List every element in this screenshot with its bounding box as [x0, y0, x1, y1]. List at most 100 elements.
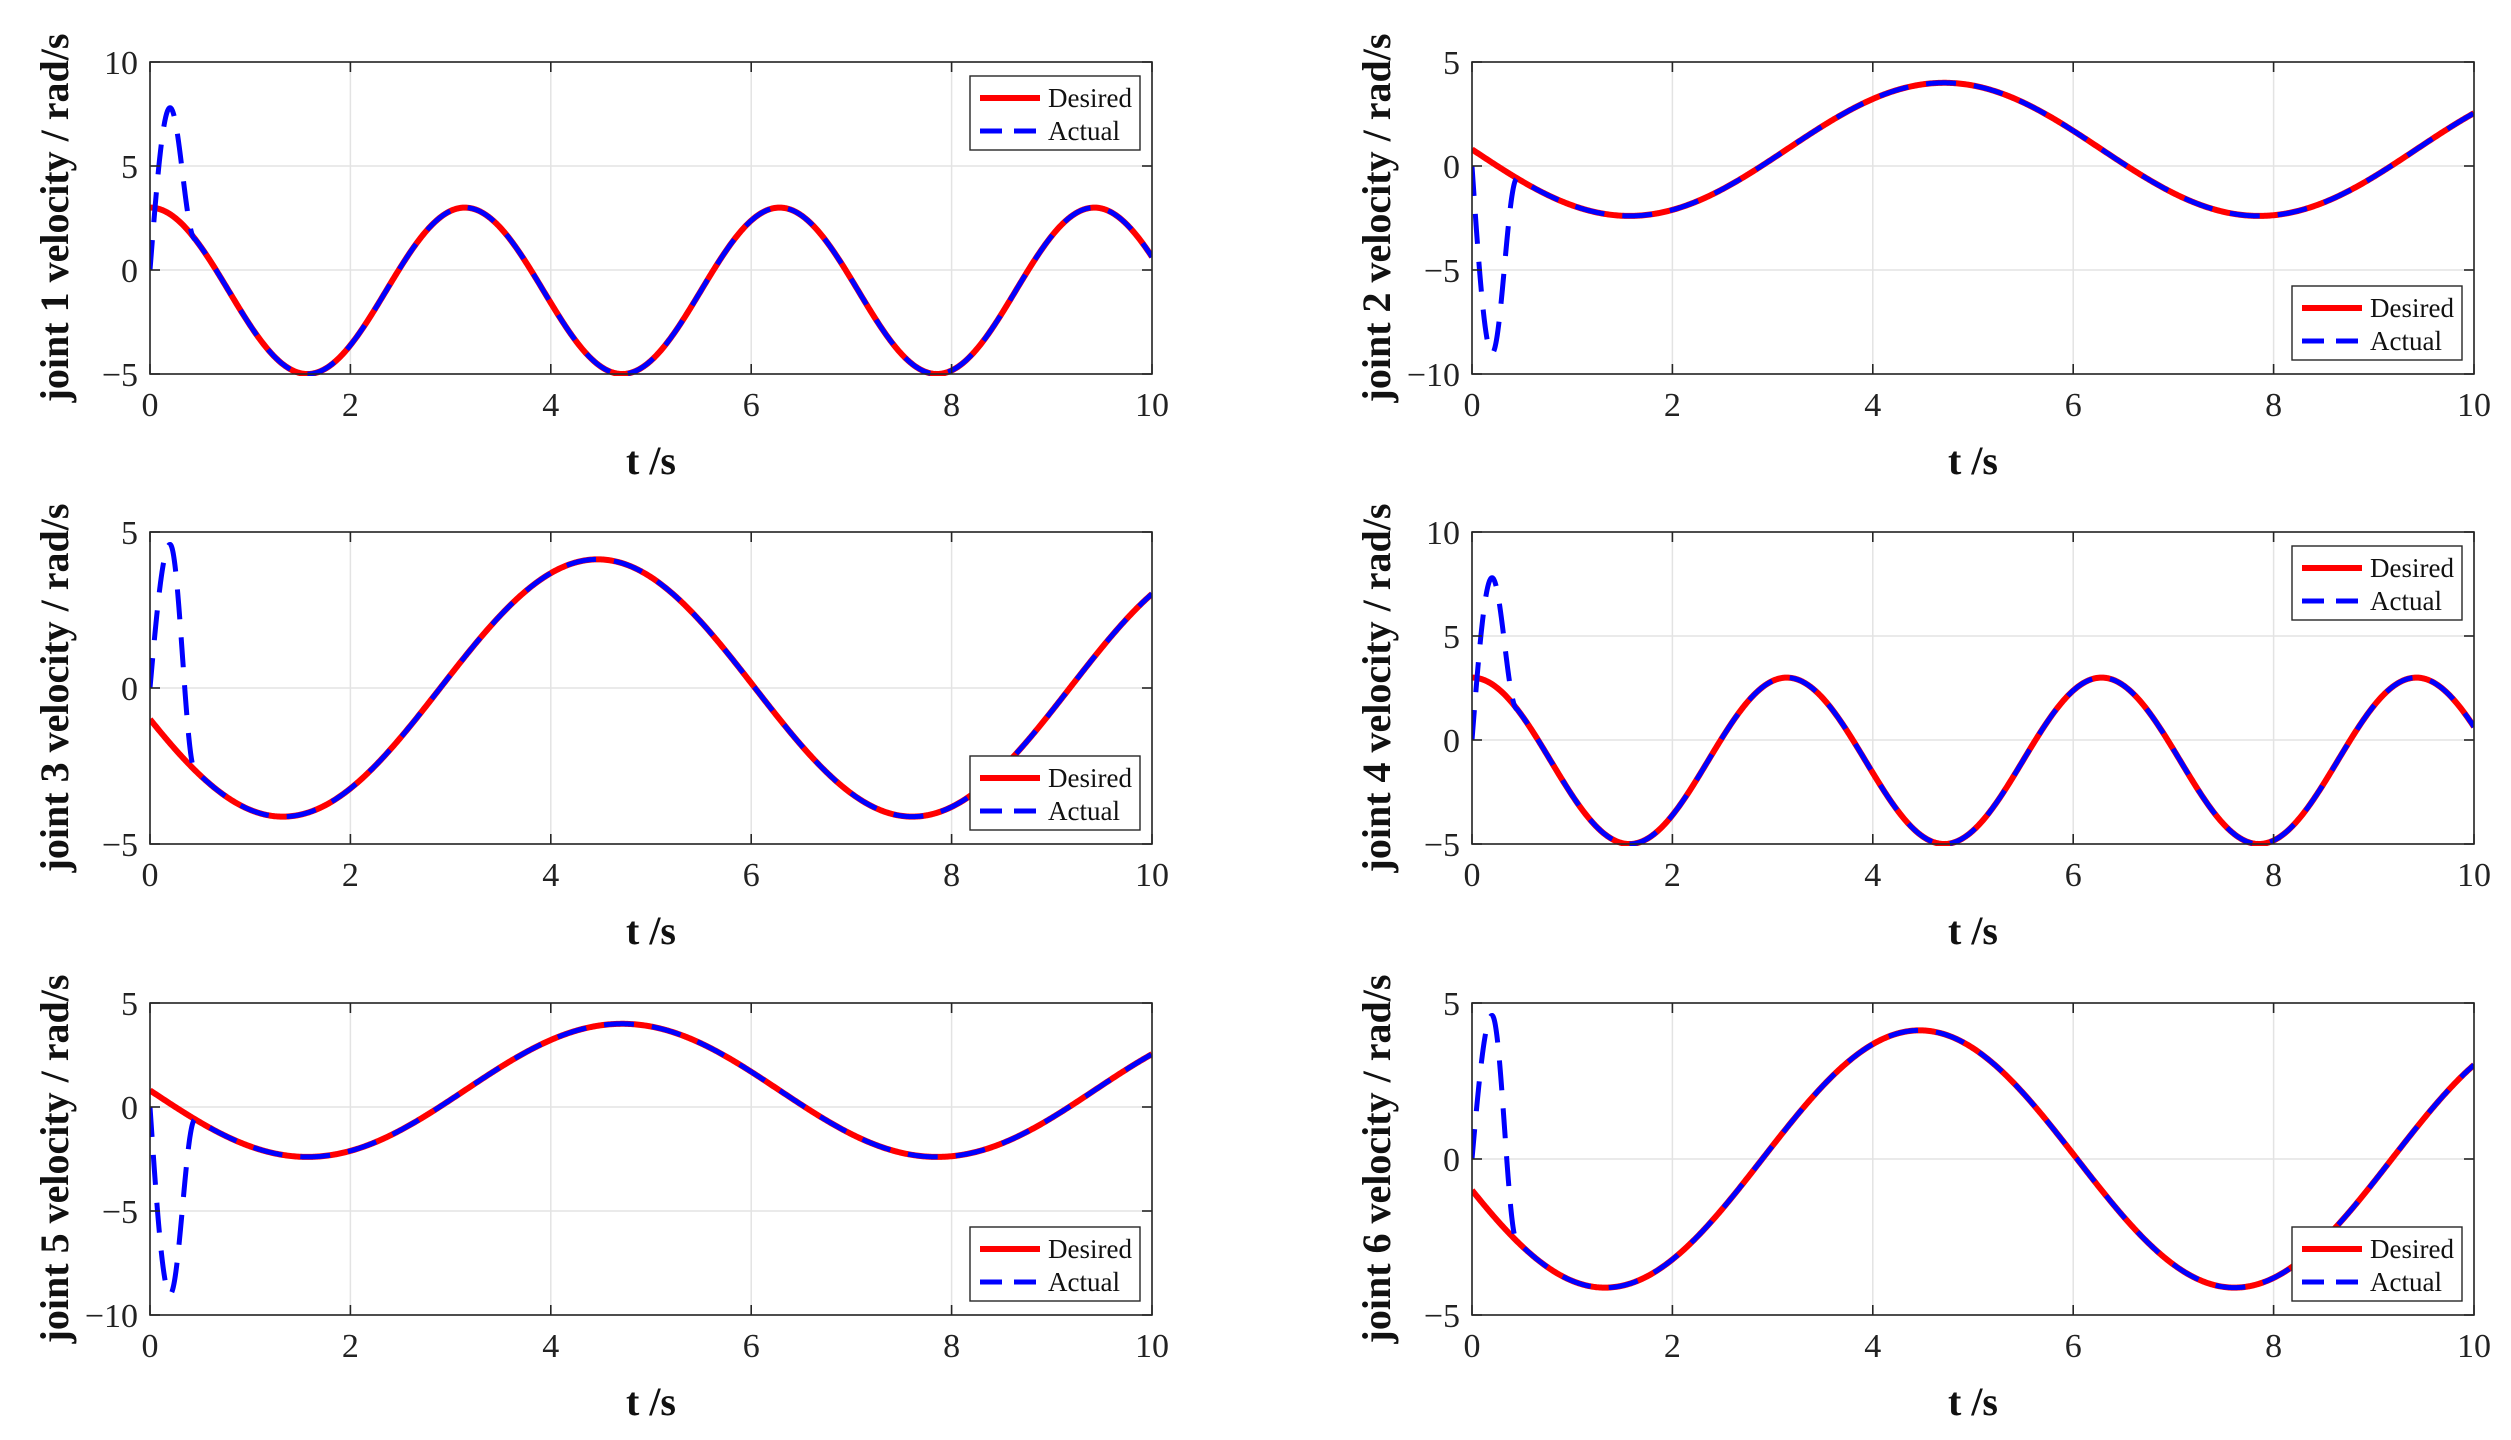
x-tick-label: 0	[142, 387, 159, 424]
y-tick-label: 5	[121, 515, 138, 552]
x-tick-label: 4	[542, 387, 559, 424]
x-tick-label: 10	[2457, 857, 2491, 894]
x-tick-label: 6	[743, 387, 760, 424]
x-tick-label: 10	[1135, 857, 1169, 894]
series-actual-line	[150, 105, 1152, 376]
y-axis-label: joint 1 velocity / rad/s	[32, 34, 77, 404]
series-actual-line	[1472, 80, 2474, 356]
y-tick-label: 5	[121, 986, 138, 1023]
y-tick-label: 0	[1443, 149, 1460, 186]
x-tick-label: 6	[2065, 1328, 2082, 1365]
y-axis-label: joint 5 velocity / rad/s	[32, 975, 77, 1345]
x-tick-label: 4	[1864, 387, 1881, 424]
legend-label-actual: Actual	[2370, 1267, 2442, 1297]
chart-panel-5: 0 2 4 6 8 10 −10 −5 0 5 t /s joint 5 velocity / rad…	[32, 975, 1169, 1424]
legend-box	[2291, 1226, 2463, 1302]
x-tick-label: 4	[542, 857, 559, 894]
x-axis-label: t /s	[1948, 438, 1998, 483]
legend-label-actual: Actual	[1048, 116, 1120, 146]
x-tick-label: 2	[342, 857, 359, 894]
x-tick-label: 6	[2065, 857, 2082, 894]
x-tick-label: 8	[2265, 387, 2282, 424]
y-axis-label: joint 6 velocity / rad/s	[1354, 975, 1399, 1345]
y-axis-label: joint 3 velocity / rad/s	[32, 504, 77, 874]
y-tick-label: −5	[1424, 827, 1460, 864]
x-tick-label: 2	[1664, 857, 1681, 894]
x-tick-label: 6	[2065, 387, 2082, 424]
y-tick-label: 5	[1443, 619, 1460, 656]
x-tick-label: 0	[142, 857, 159, 894]
x-tick-label: 6	[743, 857, 760, 894]
x-tick-label: 0	[142, 1328, 159, 1365]
y-tick-label: 5	[1443, 986, 1460, 1023]
x-tick-label: 0	[1464, 857, 1481, 894]
x-tick-label: 8	[943, 387, 960, 424]
legend-label-desired: Desired	[2370, 553, 2454, 583]
x-tick-label: 2	[342, 1328, 359, 1365]
x-tick-label: 2	[1664, 387, 1681, 424]
x-tick-label: 2	[342, 387, 359, 424]
x-tick-label: 0	[1464, 1328, 1481, 1365]
y-tick-label: 5	[121, 149, 138, 186]
y-tick-label: 10	[1426, 515, 1460, 552]
y-tick-label: −5	[102, 827, 138, 864]
chart-panel-2: 0 2 4 6 8 10 −10 −5 0 5 t /s joint 2 velocity / rad…	[1354, 34, 2491, 483]
legend-label-desired: Desired	[1048, 1234, 1132, 1264]
y-tick-label: −5	[1424, 253, 1460, 290]
legend-box	[969, 1226, 1141, 1302]
legend-label-actual: Actual	[1048, 1267, 1120, 1297]
x-axis-label: t /s	[626, 908, 676, 953]
axes-box	[149, 1002, 1153, 1316]
x-tick-label: 4	[1864, 1328, 1881, 1365]
y-tick-label: −5	[1424, 1298, 1460, 1335]
legend-label-actual: Actual	[2370, 586, 2442, 616]
y-tick-label: 0	[121, 1090, 138, 1127]
y-tick-label: −10	[85, 1298, 138, 1335]
series-actual-line	[150, 1021, 1152, 1297]
y-tick-label: −5	[102, 1194, 138, 1231]
legend-box	[969, 755, 1141, 831]
legend-label-actual: Actual	[2370, 326, 2442, 356]
legend-box	[969, 75, 1141, 151]
y-tick-label: 10	[104, 45, 138, 82]
y-tick-label: 0	[1443, 1142, 1460, 1179]
x-axis-label: t /s	[1948, 1379, 1998, 1424]
x-axis-label: t /s	[626, 1379, 676, 1424]
y-tick-label: 0	[1443, 723, 1460, 760]
y-tick-label: 0	[121, 253, 138, 290]
axes-box	[1471, 61, 2475, 375]
y-tick-label: −5	[102, 357, 138, 394]
series-actual-line	[150, 541, 1152, 820]
x-tick-label: 2	[1664, 1328, 1681, 1365]
legend-label-desired: Desired	[1048, 83, 1132, 113]
y-tick-label: −10	[1407, 357, 1460, 394]
x-tick-label: 6	[743, 1328, 760, 1365]
y-tick-label: 0	[121, 671, 138, 708]
legend-box	[2291, 285, 2463, 361]
x-tick-label: 4	[542, 1328, 559, 1365]
legend-label-desired: Desired	[2370, 293, 2454, 323]
legend-label-actual: Actual	[1048, 796, 1120, 826]
x-tick-label: 10	[2457, 1328, 2491, 1365]
legend-label-desired: Desired	[1048, 763, 1132, 793]
y-axis-label: joint 4 velocity / rad/s	[1354, 504, 1399, 874]
x-tick-label: 8	[943, 857, 960, 894]
y-axis-label: joint 2 velocity / rad/s	[1354, 34, 1399, 404]
x-tick-label: 10	[1135, 1328, 1169, 1365]
axes-box	[149, 61, 1153, 375]
x-tick-label: 8	[2265, 857, 2282, 894]
x-tick-label: 10	[2457, 387, 2491, 424]
legend-box	[2291, 545, 2463, 621]
series-actual-line	[1472, 1012, 2474, 1291]
x-axis-label: t /s	[1948, 908, 1998, 953]
x-tick-label: 10	[1135, 387, 1169, 424]
